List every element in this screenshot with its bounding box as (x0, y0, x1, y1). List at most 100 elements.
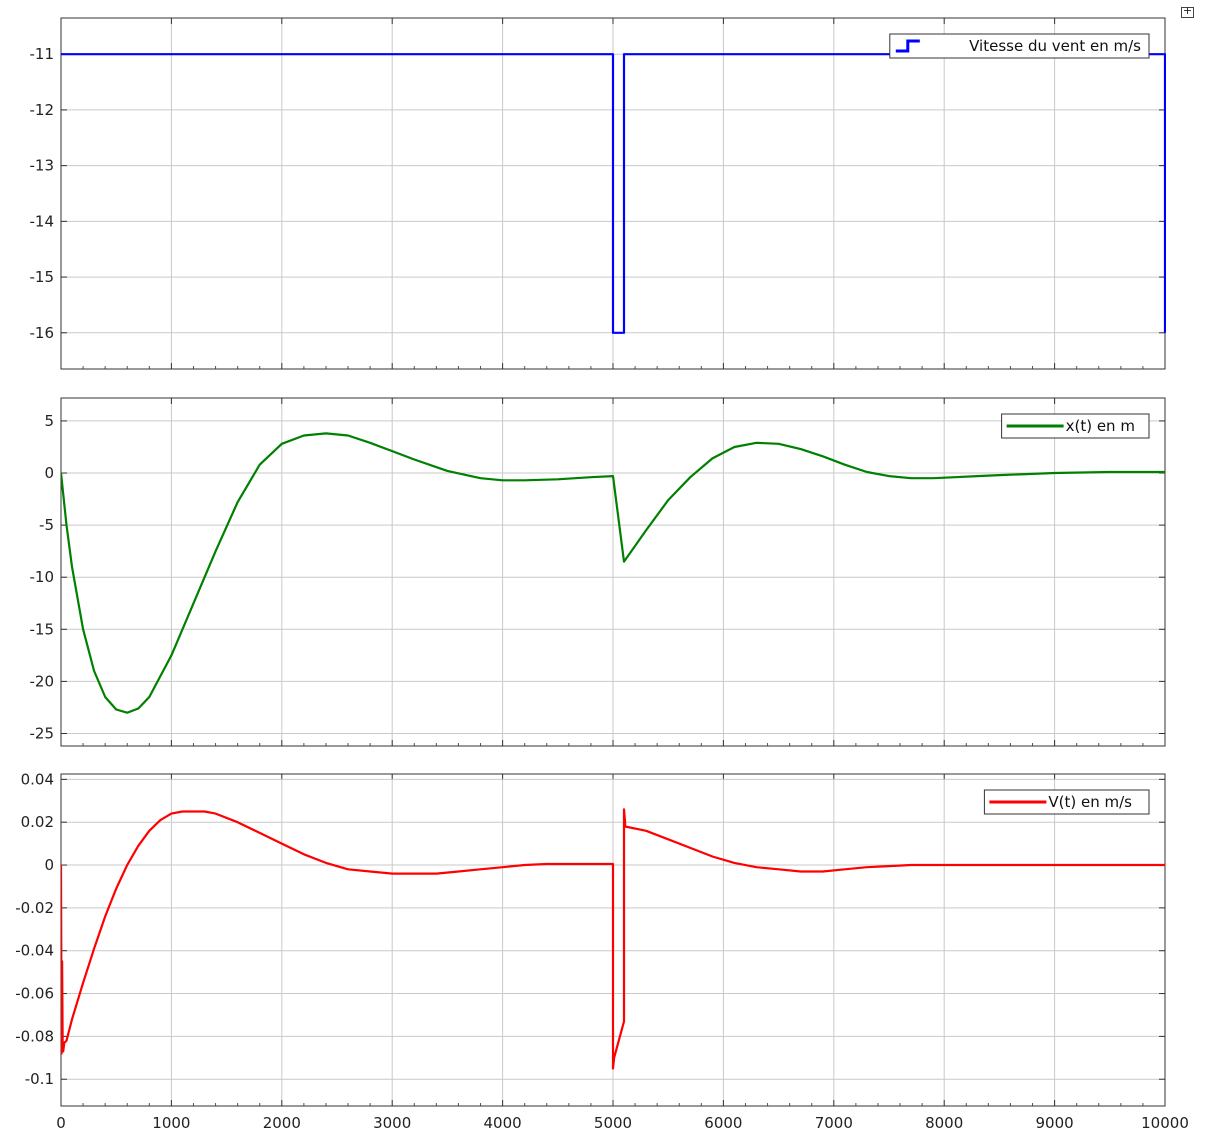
data-point (998, 864, 1001, 866)
legend-marker (895, 39, 920, 53)
data-point (435, 873, 437, 875)
data-point (590, 476, 592, 478)
data-point (888, 475, 890, 477)
data-point (347, 868, 349, 870)
data-point (623, 561, 625, 563)
data-point (910, 477, 912, 479)
x-tick-label: 6000 (704, 1114, 742, 1132)
data-point (954, 476, 956, 478)
x-tick-label: 9000 (1036, 1114, 1074, 1132)
data-point (115, 708, 117, 711)
data-point (568, 863, 570, 865)
axes-frame (60, 397, 1166, 747)
data-point (888, 865, 890, 867)
data-point (612, 863, 614, 865)
data-point (546, 863, 548, 865)
data-point (65, 524, 68, 526)
data-point (457, 870, 459, 873)
y-tick-label: -5 (39, 516, 54, 534)
data-point (844, 868, 846, 870)
data-point (82, 982, 84, 984)
data-point (148, 830, 150, 832)
data-point (115, 888, 117, 890)
data-point (1164, 53, 1166, 55)
y-tick-label: 0.02 (21, 813, 54, 831)
y-tick-label: -25 (30, 724, 55, 742)
data-point (325, 432, 327, 434)
legend: V(t) en m/s (983, 789, 1150, 815)
data-point (976, 864, 978, 866)
data-point (126, 864, 128, 866)
data-point (137, 845, 139, 847)
data-point (181, 810, 183, 813)
data-point (910, 864, 912, 866)
legend-box (889, 33, 1150, 59)
y-tick-label: 0 (44, 464, 54, 482)
legend: Vitesse du vent en m/s (889, 33, 1150, 59)
data-point (104, 915, 106, 918)
data-point (126, 712, 128, 714)
data-point (711, 457, 714, 459)
y-tick-label: -16 (30, 324, 55, 342)
data-point (1164, 332, 1166, 334)
data-point (65, 1040, 68, 1042)
data-point (71, 566, 73, 568)
y-tick-label: -14 (30, 212, 55, 230)
data-point (192, 602, 195, 604)
data-point (170, 813, 172, 815)
data-point (778, 868, 780, 870)
data-point (391, 873, 393, 875)
data-point (932, 864, 934, 866)
y-tick-label: -20 (30, 672, 55, 690)
data-point (413, 873, 415, 875)
data-point (237, 821, 239, 823)
data-point (413, 458, 415, 461)
data-point (800, 448, 802, 450)
data-point (1164, 864, 1166, 866)
data-point (612, 475, 614, 477)
data-point (524, 864, 526, 866)
data-point (976, 475, 978, 477)
data-point (1164, 471, 1166, 473)
data-point (61, 864, 62, 866)
x-tick-label: 5000 (594, 1114, 632, 1132)
y-tick-label: 0 (44, 856, 54, 874)
data-point (645, 830, 647, 832)
data-point (369, 870, 371, 873)
data-point (733, 862, 736, 864)
data-point (1109, 864, 1111, 866)
data-point (733, 446, 736, 448)
data-point (623, 53, 625, 55)
data-point (624, 825, 626, 828)
data-point (502, 479, 504, 481)
axes-panel-3: 0 1000 2000 3000 4000 5000 6000 7000 8000 9000 100… (15, 770, 1189, 1132)
data-point (237, 501, 239, 503)
data-point (192, 810, 195, 813)
data-point (590, 863, 592, 865)
x-tick-label: 0 (56, 1114, 66, 1132)
data-point (667, 838, 669, 840)
data-point (62, 1050, 64, 1052)
data-point (148, 696, 150, 698)
data-point (170, 654, 172, 657)
legend-label: Vitesse du vent en m/s (969, 37, 1141, 55)
data-point (800, 870, 802, 873)
y-tick-label: -10 (30, 568, 55, 586)
data-point (446, 470, 448, 472)
data-point (303, 434, 305, 437)
data-point (61, 960, 63, 963)
data-point (479, 477, 482, 479)
data-point (998, 474, 1001, 476)
y-tick-label: 0.04 (21, 770, 54, 788)
data-point (822, 455, 824, 457)
data-point (325, 862, 327, 864)
data-point (62, 1048, 64, 1050)
y-tick-label: -0.1 (25, 1070, 54, 1088)
data-point (137, 707, 139, 710)
data-point (645, 529, 647, 531)
expand-icon[interactable]: + (1181, 4, 1194, 18)
data-point (778, 443, 780, 445)
data-point (281, 843, 283, 845)
data-point (1054, 472, 1056, 474)
data-point (557, 478, 559, 480)
